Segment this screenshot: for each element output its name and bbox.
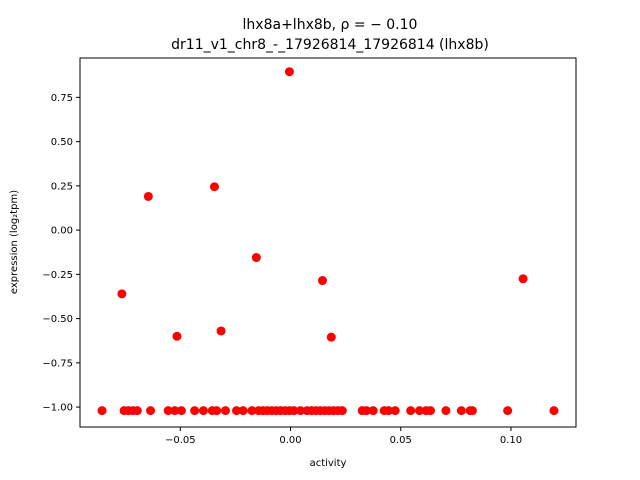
data-point (337, 406, 347, 416)
chart-title-line1: lhx8a+lhx8b, ρ = − 0.10 (243, 17, 418, 33)
data-point (190, 406, 200, 416)
y-tick-label: 0.25 (51, 181, 73, 192)
x-tick-label: −0.05 (165, 435, 196, 446)
x-axis-ticks: −0.05 0.00 0.05 0.10 (165, 427, 522, 446)
data-point (467, 406, 477, 416)
y-tick-label: −0.50 (42, 314, 73, 325)
data-point (326, 332, 336, 342)
data-point (362, 406, 372, 416)
data-point (176, 406, 186, 416)
data-point (390, 406, 400, 416)
y-tick-label: 0.75 (51, 93, 73, 104)
data-point (220, 406, 230, 416)
y-tick-label: −0.25 (42, 270, 73, 281)
data-point (368, 406, 378, 416)
data-points (97, 67, 559, 416)
data-point (198, 406, 208, 416)
data-point (284, 67, 294, 77)
x-axis-label: activity (310, 458, 347, 469)
data-point (132, 406, 142, 416)
data-point (143, 191, 153, 201)
data-point (549, 406, 559, 416)
data-point (317, 276, 327, 286)
data-point (518, 274, 528, 284)
data-point (247, 406, 257, 416)
data-point (456, 406, 466, 416)
data-point (172, 331, 182, 341)
plot-frame (79, 57, 577, 428)
y-tick-label: −1.00 (42, 403, 73, 414)
data-point (97, 406, 107, 416)
y-tick-label: 0.50 (51, 137, 73, 148)
y-tick-label: −0.75 (42, 358, 73, 369)
data-point (209, 182, 219, 192)
data-point (170, 406, 180, 416)
data-point (238, 406, 248, 416)
y-axis-label: expression (log₂tpm) (9, 190, 20, 294)
data-point (503, 406, 513, 416)
data-point (384, 406, 394, 416)
data-point (251, 253, 261, 263)
y-tick-label: 0.00 (51, 226, 73, 237)
y-axis-ticks: 0.75 0.50 0.25 0.00 −0.25 −0.50 −0.75 −1.00 (42, 93, 80, 414)
chart-title-line2: dr11_v1_chr8_-_17926814_17926814 (lhx8b) (171, 37, 489, 53)
data-point (414, 406, 424, 416)
data-point (406, 406, 416, 416)
data-point (212, 406, 222, 416)
data-point (232, 406, 242, 416)
x-tick-label: 0.00 (279, 435, 301, 446)
x-tick-label: 0.10 (500, 435, 522, 446)
data-point (295, 406, 305, 416)
data-point (216, 326, 226, 336)
data-point (289, 406, 299, 416)
x-tick-label: 0.05 (390, 435, 412, 446)
data-point (426, 406, 436, 416)
data-point (163, 406, 173, 416)
data-point (441, 406, 451, 416)
data-point (146, 406, 156, 416)
data-point (117, 289, 127, 299)
